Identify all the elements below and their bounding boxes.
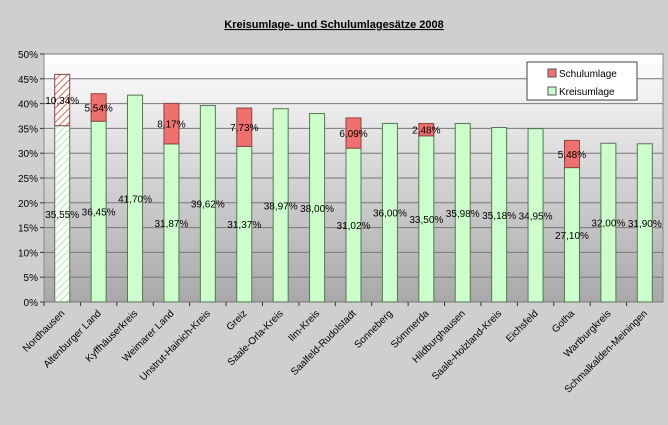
data-label-kreisumlage: 35,18% bbox=[482, 211, 516, 222]
y-tick-label: 40% bbox=[18, 100, 38, 111]
bar-kreisumlage bbox=[199, 104, 216, 303]
data-label-kreisumlage: 31,02% bbox=[337, 221, 371, 232]
data-label-kreisumlage: 33,50% bbox=[409, 215, 443, 226]
data-label-kreisumlage: 31,37% bbox=[227, 220, 261, 231]
data-label-kreisumlage: 27,10% bbox=[555, 231, 589, 242]
data-label-kreisumlage: 39,62% bbox=[191, 200, 225, 211]
bar-kreisumlage bbox=[309, 113, 326, 303]
y-tick-label: 25% bbox=[18, 174, 38, 185]
data-label-schulumlage: 8,17% bbox=[157, 120, 185, 131]
bar-kreisumlage bbox=[272, 108, 289, 303]
bar-kreisumlage bbox=[454, 123, 471, 303]
bar-kreisumlage bbox=[381, 122, 398, 303]
data-label-schulumlage: 5,48% bbox=[558, 150, 586, 161]
data-label-kreisumlage: 38,97% bbox=[264, 201, 298, 212]
legend-swatch-kreisumlage bbox=[547, 86, 557, 96]
bar-kreisumlage bbox=[127, 94, 144, 303]
data-label-kreisumlage: 41,70% bbox=[118, 195, 152, 206]
bar-schulumlage bbox=[163, 102, 180, 145]
bar-schulumlage bbox=[90, 93, 107, 122]
bar-kreisumlage bbox=[600, 142, 617, 303]
y-tick-label: 20% bbox=[18, 199, 38, 210]
data-label-kreisumlage: 36,00% bbox=[373, 209, 407, 220]
y-tick-label: 30% bbox=[18, 149, 38, 160]
data-label-schulumlage: 5,54% bbox=[84, 103, 112, 114]
chart-title: Kreisumlage- und Schulumlagesätze 2008 bbox=[224, 19, 443, 31]
data-label-schulumlage: 7,73% bbox=[230, 123, 258, 134]
y-tick-label: 5% bbox=[24, 273, 39, 284]
data-label-schulumlage: 2,48% bbox=[412, 126, 440, 137]
bar-kreisumlage bbox=[491, 127, 508, 303]
data-label-kreisumlage: 31,87% bbox=[154, 219, 188, 230]
bar-schulumlage bbox=[563, 139, 580, 169]
legend-label-schulumlage: Schulumlage bbox=[559, 69, 617, 80]
data-label-kreisumlage: 32,00% bbox=[591, 219, 625, 230]
legend: Schulumlage Kreisumlage bbox=[526, 61, 638, 101]
data-label-kreisumlage: 36,45% bbox=[82, 208, 116, 219]
legend-swatch-schulumlage bbox=[547, 68, 557, 78]
data-label-kreisumlage: 35,55% bbox=[45, 210, 79, 221]
bar-kreisumlage bbox=[527, 128, 544, 303]
y-tick-label: 50% bbox=[18, 50, 38, 61]
data-label-kreisumlage: 34,95% bbox=[519, 211, 553, 222]
bar-schulumlage bbox=[418, 123, 435, 137]
data-label-schulumlage: 10,34% bbox=[45, 96, 79, 107]
bar-schulumlage bbox=[54, 73, 71, 127]
data-label-kreisumlage: 35,98% bbox=[446, 209, 480, 220]
legend-label-kreisumlage: Kreisumlage bbox=[559, 87, 615, 98]
y-tick-label: 35% bbox=[18, 124, 38, 135]
data-label-kreisumlage: 38,00% bbox=[300, 204, 334, 215]
y-tick-label: 0% bbox=[24, 298, 39, 309]
bar-schulumlage bbox=[345, 117, 362, 149]
bar-kreisumlage bbox=[636, 143, 653, 303]
bar-schulumlage bbox=[236, 107, 253, 147]
y-tick-label: 10% bbox=[18, 248, 38, 259]
data-label-schulumlage: 6,09% bbox=[339, 129, 367, 140]
y-tick-label: 45% bbox=[18, 75, 38, 86]
y-tick-label: 15% bbox=[18, 224, 38, 235]
data-label-kreisumlage: 31,90% bbox=[628, 219, 662, 230]
